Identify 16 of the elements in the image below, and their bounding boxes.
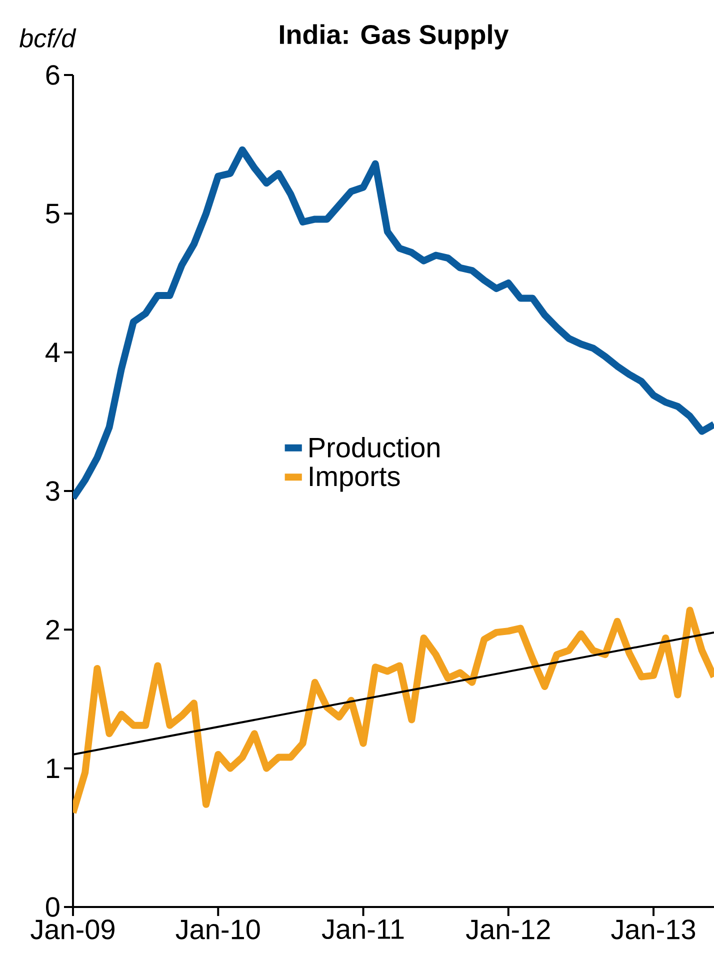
y-tick-label: 5 — [46, 204, 60, 224]
y-tick-label: 2 — [46, 620, 60, 640]
legend-label: Imports — [310, 466, 400, 492]
x-tick-label: Jan-13 — [611, 920, 696, 940]
x-tick-label: Jan-11 — [322, 920, 404, 940]
x-tick-label: Jan-09 — [30, 920, 114, 940]
y-tick-label: 3 — [46, 481, 60, 501]
legend-label: Production — [310, 436, 440, 458]
y-tick-label: 4 — [46, 342, 60, 362]
y-tick-label: 6 — [46, 65, 60, 85]
x-tick-label: Jan-12 — [466, 920, 550, 940]
y-axis-title: bcf/d — [20, 28, 76, 48]
chart-title: India: Gas Supply — [280, 24, 509, 50]
y-tick-label: 0 — [46, 897, 60, 917]
x-tick-label: Jan-10 — [176, 920, 260, 940]
y-tick-label: 1 — [47, 758, 60, 778]
